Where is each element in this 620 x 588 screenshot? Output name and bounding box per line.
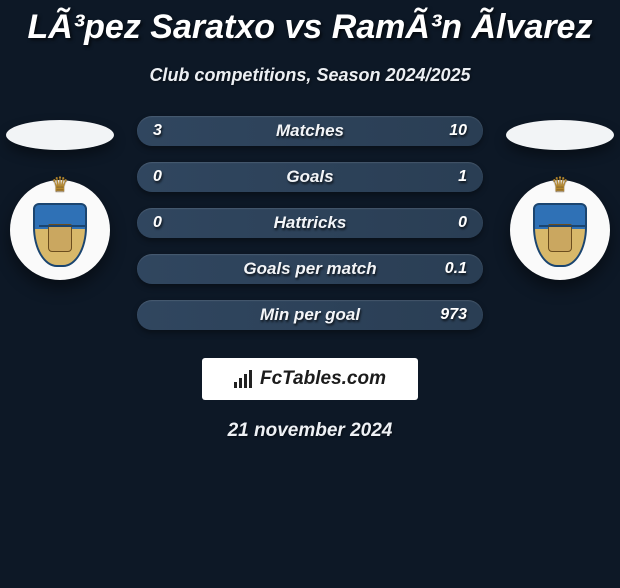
player-left-club-emblem: ♛ <box>10 180 110 280</box>
crown-icon: ♛ <box>551 172 569 197</box>
shield-icon <box>33 203 87 267</box>
stat-row: Goals per match 0.1 <box>137 254 483 284</box>
crown-icon: ♛ <box>51 172 69 197</box>
stat-label: Matches <box>137 121 483 141</box>
stat-right-value: 1 <box>433 168 467 186</box>
stats-list: 3 Matches 10 0 Goals 1 0 Hattricks 0 Goa… <box>137 116 483 330</box>
stat-label: Goals per match <box>137 259 483 279</box>
player-right-club-emblem: ♛ <box>510 180 610 280</box>
shield-icon <box>533 203 587 267</box>
stat-right-value: 0 <box>433 214 467 232</box>
footer-date: 21 november 2024 <box>0 420 620 442</box>
stat-right-value: 0.1 <box>433 260 467 278</box>
stat-left-value: 0 <box>153 168 187 186</box>
stat-row: 0 Goals 1 <box>137 162 483 192</box>
stat-row: 0 Hattricks 0 <box>137 208 483 238</box>
page-subtitle: Club competitions, Season 2024/2025 <box>0 65 620 86</box>
stat-label: Hattricks <box>137 213 483 233</box>
player-left-column: ♛ <box>0 116 120 280</box>
watermark-text: FcTables.com <box>260 368 386 390</box>
stat-label: Goals <box>137 167 483 187</box>
page-title: LÃ³pez Saratxo vs RamÃ³n Ãlvarez <box>0 8 620 47</box>
comparison-area: ♛ ♛ 3 Matches 10 0 Goals 1 0 Hattricks 0… <box>0 116 620 442</box>
stat-right-value: 973 <box>433 306 467 324</box>
player-left-avatar <box>6 120 114 150</box>
bars-icon <box>234 370 254 388</box>
watermark: FcTables.com <box>202 358 418 400</box>
stat-right-value: 10 <box>433 122 467 140</box>
stat-row: 3 Matches 10 <box>137 116 483 146</box>
player-right-avatar <box>506 120 614 150</box>
stat-left-value: 3 <box>153 122 187 140</box>
stat-label: Min per goal <box>137 305 483 325</box>
player-right-column: ♛ <box>500 116 620 280</box>
stat-left-value: 0 <box>153 214 187 232</box>
stat-row: Min per goal 973 <box>137 300 483 330</box>
